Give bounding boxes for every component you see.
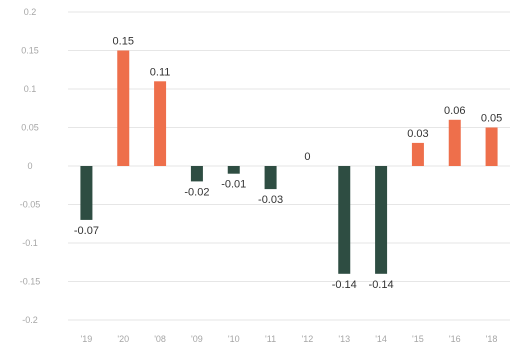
x-tick-label: '15 — [412, 334, 424, 344]
x-tick-label: '12 — [302, 334, 314, 344]
y-tick-label: -0.2 — [22, 315, 38, 325]
y-tick-label: 0.1 — [24, 84, 37, 94]
bar — [80, 166, 93, 220]
x-tick-label: '09 — [191, 334, 203, 344]
y-tick-label: -0.15 — [20, 277, 41, 287]
x-tick-label: '20 — [117, 334, 129, 344]
y-axis-ticks: 0.2 0.15 0.1 0.05 0 -0.05 -0.1 -0.15 -0.2 — [20, 7, 41, 325]
x-tick-label: '11 — [265, 334, 276, 344]
x-tick-label: '14 — [375, 334, 387, 344]
x-axis-ticks: '19 '20 '08 '09 '10 '11 '12 '13 '14 '15 '16 '18 — [81, 334, 498, 344]
bar — [264, 166, 277, 190]
x-tick-label: '13 — [338, 334, 350, 344]
y-tick-label: 0.15 — [21, 46, 39, 56]
bar — [190, 166, 203, 182]
bar — [154, 81, 167, 166]
y-tick-label: -0.05 — [20, 200, 41, 210]
x-tick-label: '16 — [449, 334, 461, 344]
data-label: 0.03 — [407, 128, 428, 140]
data-labels: -0.07 0.15 0.11 -0.02 -0.01 -0.03 0 -0.14 -0.14 0… — [74, 36, 502, 291]
bar — [485, 127, 498, 166]
y-tick-label: -0.1 — [22, 238, 38, 248]
data-label: 0.11 — [150, 66, 171, 78]
y-tick-label: 0.05 — [21, 123, 39, 133]
data-label: 0 — [304, 151, 310, 163]
bar — [375, 166, 388, 274]
data-label: 0.06 — [444, 105, 465, 117]
data-label: -0.07 — [74, 225, 99, 237]
data-label: 0.15 — [113, 36, 134, 48]
data-label: -0.03 — [258, 194, 283, 206]
y-tick-label: 0 — [27, 161, 32, 171]
bar — [411, 142, 424, 166]
bars — [80, 50, 498, 274]
gridlines — [68, 11, 510, 321]
bar — [338, 166, 351, 274]
x-tick-label: '19 — [81, 334, 93, 344]
bar — [448, 119, 461, 166]
x-tick-label: '18 — [486, 334, 498, 344]
data-label: 0.05 — [481, 113, 502, 125]
y-tick-label: 0.2 — [24, 7, 37, 17]
bar — [117, 50, 130, 166]
data-label: -0.14 — [332, 279, 357, 291]
bar — [227, 166, 240, 174]
data-label: -0.02 — [184, 186, 209, 198]
data-label: -0.01 — [221, 179, 246, 191]
data-label: -0.14 — [369, 279, 394, 291]
x-tick-label: '10 — [228, 334, 240, 344]
x-tick-label: '08 — [154, 334, 166, 344]
